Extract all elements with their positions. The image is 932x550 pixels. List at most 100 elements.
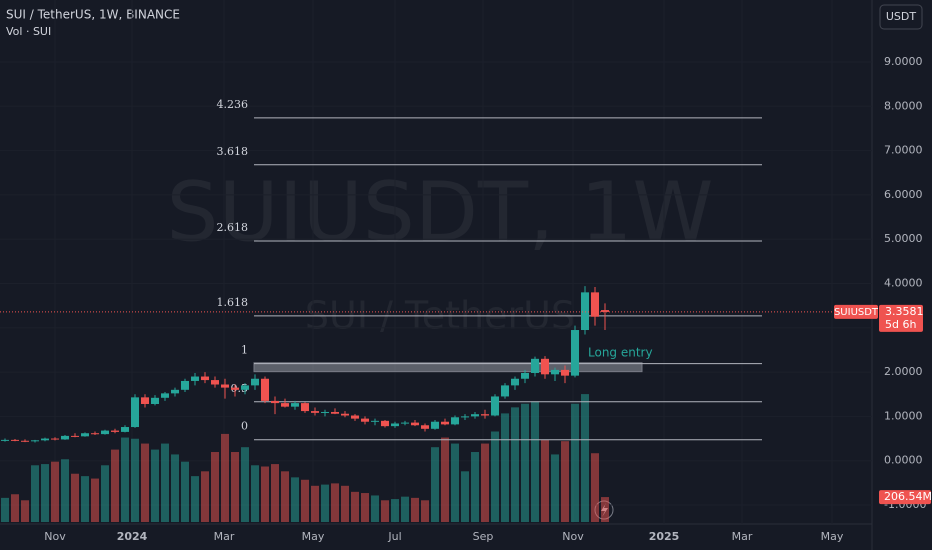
- candle-body: [11, 439, 19, 441]
- candle-body: [431, 421, 439, 429]
- candle-body: [271, 400, 279, 404]
- candle-body: [571, 330, 579, 376]
- currency-button[interactable]: [879, 4, 923, 30]
- volume-bar: [321, 484, 329, 522]
- candle-body: [241, 385, 249, 390]
- candle-body: [251, 378, 259, 386]
- volume-bar: [0, 497, 9, 522]
- candle-body: [401, 422, 409, 424]
- volume-bar: [191, 476, 199, 522]
- candle-body: [421, 425, 429, 429]
- volume-bar: [581, 394, 589, 522]
- candle-body: [521, 372, 529, 379]
- candle-body: [321, 411, 329, 413]
- x-tick-label: 2024: [117, 530, 148, 543]
- candle-body: [601, 310, 609, 312]
- candle-body: [391, 423, 399, 427]
- volume-bar: [201, 471, 209, 522]
- volume-bar: [221, 433, 229, 522]
- x-tick-label: Nov: [562, 530, 584, 543]
- y-tick-label: 0.0000: [884, 454, 923, 467]
- x-tick-label: Jul: [387, 530, 401, 543]
- volume-bar: [441, 437, 449, 522]
- volume-bar: [241, 447, 249, 522]
- volume-bar: [151, 449, 159, 522]
- candle-body: [141, 397, 149, 404]
- volume-bar: [551, 454, 559, 522]
- price-tag-bg: [879, 304, 923, 332]
- candle-body: [41, 438, 49, 441]
- volume-bar: [141, 443, 149, 522]
- candle-body: [541, 358, 549, 375]
- candle-body: [151, 397, 159, 404]
- volume-bar: [341, 485, 349, 522]
- candle-body: [451, 417, 459, 425]
- volume-bar: [301, 479, 309, 522]
- volume-bar: [71, 473, 79, 522]
- volume-bar: [461, 471, 469, 522]
- volume-bar: [421, 500, 429, 522]
- candle-body: [331, 411, 339, 414]
- volume-bar: [401, 496, 409, 522]
- volume-bar: [481, 443, 489, 522]
- candle-body: [231, 387, 239, 390]
- symbol-tag-bg: [834, 304, 878, 319]
- candle-body: [201, 376, 209, 381]
- volume-bar: [431, 447, 439, 522]
- candle-body: [441, 421, 449, 425]
- x-tick-label: May: [821, 530, 844, 543]
- y-tick-label: 9.0000: [884, 55, 923, 68]
- volume-bar: [601, 497, 609, 522]
- volume-bar: [491, 431, 499, 522]
- y-tick-label: 5.0000: [884, 232, 923, 245]
- candle-body: [111, 430, 119, 432]
- candle-body: [171, 389, 179, 394]
- candle-body: [291, 403, 299, 407]
- currency-label[interactable]: USDT: [886, 10, 917, 23]
- volume-bar: [311, 485, 319, 522]
- volume-bar: [371, 495, 379, 522]
- candle-body: [281, 403, 289, 407]
- fib-label: 4.236: [217, 98, 249, 111]
- candle-body: [371, 420, 379, 422]
- candle-body: [0, 439, 9, 441]
- volume-bar: [271, 464, 279, 522]
- candle-body: [91, 433, 99, 435]
- volume-bar: [121, 437, 129, 522]
- candle-body: [51, 438, 59, 440]
- volume-bar: [351, 491, 359, 522]
- candle-body: [341, 413, 349, 416]
- candle-body: [351, 415, 359, 419]
- candle-body: [561, 369, 569, 376]
- volume-bar: [561, 441, 569, 522]
- candle-body: [531, 358, 539, 373]
- volume-bar: [531, 401, 539, 522]
- candle-body: [71, 435, 79, 437]
- volume-bar: [291, 477, 299, 522]
- fib-label: 1: [241, 344, 248, 357]
- volume-bar: [251, 465, 259, 522]
- volume-bar: [51, 461, 59, 522]
- candle-body: [61, 435, 69, 440]
- candle-body: [481, 414, 489, 416]
- volume-bar: [331, 483, 339, 522]
- volume-bar: [471, 452, 479, 522]
- annotation: Long entry: [588, 346, 653, 360]
- volume-bar: [381, 500, 389, 522]
- candle-body: [21, 440, 29, 442]
- y-tick-label: 6.0000: [884, 188, 923, 201]
- y-tick-label: 8.0000: [884, 99, 923, 112]
- volume-bar: [11, 494, 19, 522]
- watermark: SUIUSDT, 1W: [167, 165, 714, 260]
- countdown: 5d 6h: [885, 318, 916, 331]
- candle-body: [161, 393, 169, 398]
- candle-body: [121, 427, 129, 432]
- volume-bar: [361, 493, 369, 522]
- volume-bar: [131, 438, 139, 522]
- candle-body: [501, 385, 509, 397]
- volume-bar: [501, 413, 509, 522]
- candle-body: [551, 369, 559, 375]
- volume-bar: [521, 403, 529, 522]
- volume-bar: [511, 407, 519, 522]
